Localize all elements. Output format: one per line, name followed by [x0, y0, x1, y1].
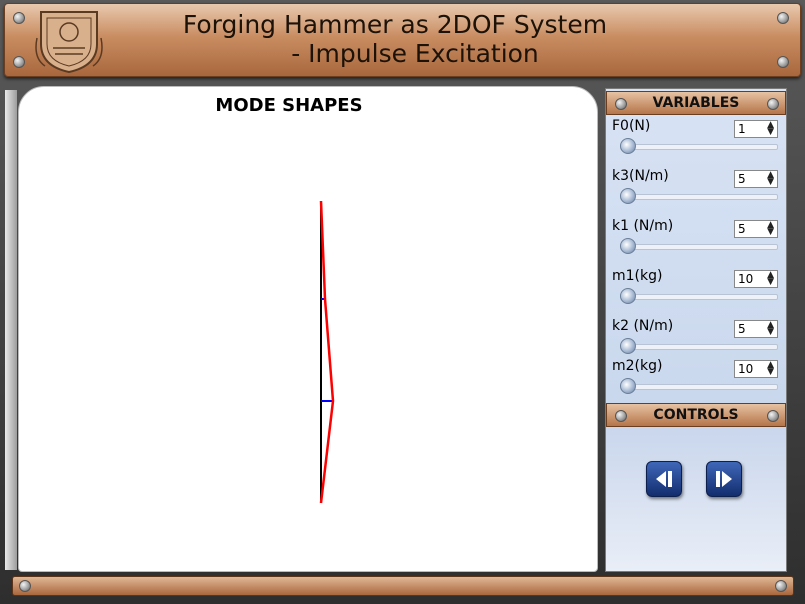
- rivet-icon: [777, 56, 789, 68]
- controls-title: CONTROLS: [653, 407, 739, 423]
- k1-spinner[interactable]: 5 ▲ ▼: [734, 220, 778, 238]
- m2-slider-track[interactable]: [620, 384, 778, 390]
- m1-slider-track[interactable]: [620, 294, 778, 300]
- institute-logo: [35, 11, 103, 74]
- spinner-value: 10: [738, 362, 754, 376]
- step-back-button[interactable]: [646, 461, 682, 497]
- variable-label: k1 (N/m): [612, 218, 674, 234]
- m2-spinner[interactable]: 10 ▲ ▼: [734, 360, 778, 378]
- variable-label: k2 (N/m): [612, 318, 674, 334]
- spinner-arrows-icon[interactable]: ▲ ▼: [767, 320, 774, 337]
- app-title: Forging Hammer as 2DOF System - Impulse …: [155, 10, 635, 68]
- controls-header: CONTROLS: [606, 403, 786, 427]
- variable-label: F0(N): [612, 118, 651, 134]
- rivet-icon: [13, 12, 25, 24]
- mode-shape-canvas: MODE SHAPES: [18, 86, 598, 572]
- k1-slider-track[interactable]: [620, 244, 778, 250]
- variables-title: VARIABLES: [652, 95, 740, 111]
- m1-slider-knob[interactable]: [620, 288, 636, 304]
- k2-slider-knob[interactable]: [620, 338, 636, 354]
- rivet-icon: [777, 12, 789, 24]
- spinner-value: 10: [738, 272, 754, 286]
- stage-edge: [5, 90, 17, 570]
- title-line-2: - Impulse Excitation: [291, 39, 539, 68]
- f0-slider-knob[interactable]: [620, 138, 636, 154]
- header-bar: Forging Hammer as 2DOF System - Impulse …: [4, 3, 801, 77]
- side-panel: VARIABLES F0(N) 1 ▲ ▼ k3(N/m) 5 ▲ ▼ k1 (N/…: [605, 88, 787, 572]
- title-line-1: Forging Hammer as 2DOF System: [182, 10, 608, 39]
- m2-slider-knob[interactable]: [620, 378, 636, 394]
- spinner-arrows-icon[interactable]: ▲ ▼: [767, 360, 774, 377]
- variable-label: m2(kg): [612, 358, 663, 374]
- spinner-value: 1: [738, 122, 746, 136]
- rivet-icon: [615, 98, 627, 110]
- spinner-value: 5: [738, 172, 746, 186]
- canvas-title: MODE SHAPES: [215, 95, 363, 116]
- rivet-icon: [775, 580, 787, 592]
- k2-spinner[interactable]: 5 ▲ ▼: [734, 320, 778, 338]
- rivet-icon: [615, 410, 627, 422]
- f0-spinner[interactable]: 1 ▲ ▼: [734, 120, 778, 138]
- variables-header: VARIABLES: [606, 91, 786, 115]
- k3-slider-track[interactable]: [620, 194, 778, 200]
- k3-spinner[interactable]: 5 ▲ ▼: [734, 170, 778, 188]
- variable-label: m1(kg): [612, 268, 663, 284]
- spinner-value: 5: [738, 222, 746, 236]
- spinner-arrows-icon[interactable]: ▲ ▼: [767, 170, 774, 187]
- rivet-icon: [767, 410, 779, 422]
- controls-area: [606, 427, 786, 571]
- spinner-value: 5: [738, 322, 746, 336]
- footer-bar: [12, 576, 794, 596]
- step-forward-icon: [716, 471, 732, 487]
- f0-slider-track[interactable]: [620, 144, 778, 150]
- k3-slider-knob[interactable]: [620, 188, 636, 204]
- spinner-arrows-icon[interactable]: ▲ ▼: [767, 220, 774, 237]
- variable-label: k3(N/m): [612, 168, 669, 184]
- rivet-icon: [13, 56, 25, 68]
- step-forward-button[interactable]: [706, 461, 742, 497]
- mode-shape-line: [319, 200, 335, 504]
- rivet-icon: [19, 580, 31, 592]
- spinner-arrows-icon[interactable]: ▲ ▼: [767, 120, 774, 137]
- step-back-icon: [656, 471, 672, 487]
- k1-slider-knob[interactable]: [620, 238, 636, 254]
- spinner-arrows-icon[interactable]: ▲ ▼: [767, 270, 774, 287]
- k2-slider-track[interactable]: [620, 344, 778, 350]
- rivet-icon: [767, 98, 779, 110]
- mode-shape-plot: [319, 200, 335, 504]
- m1-spinner[interactable]: 10 ▲ ▼: [734, 270, 778, 288]
